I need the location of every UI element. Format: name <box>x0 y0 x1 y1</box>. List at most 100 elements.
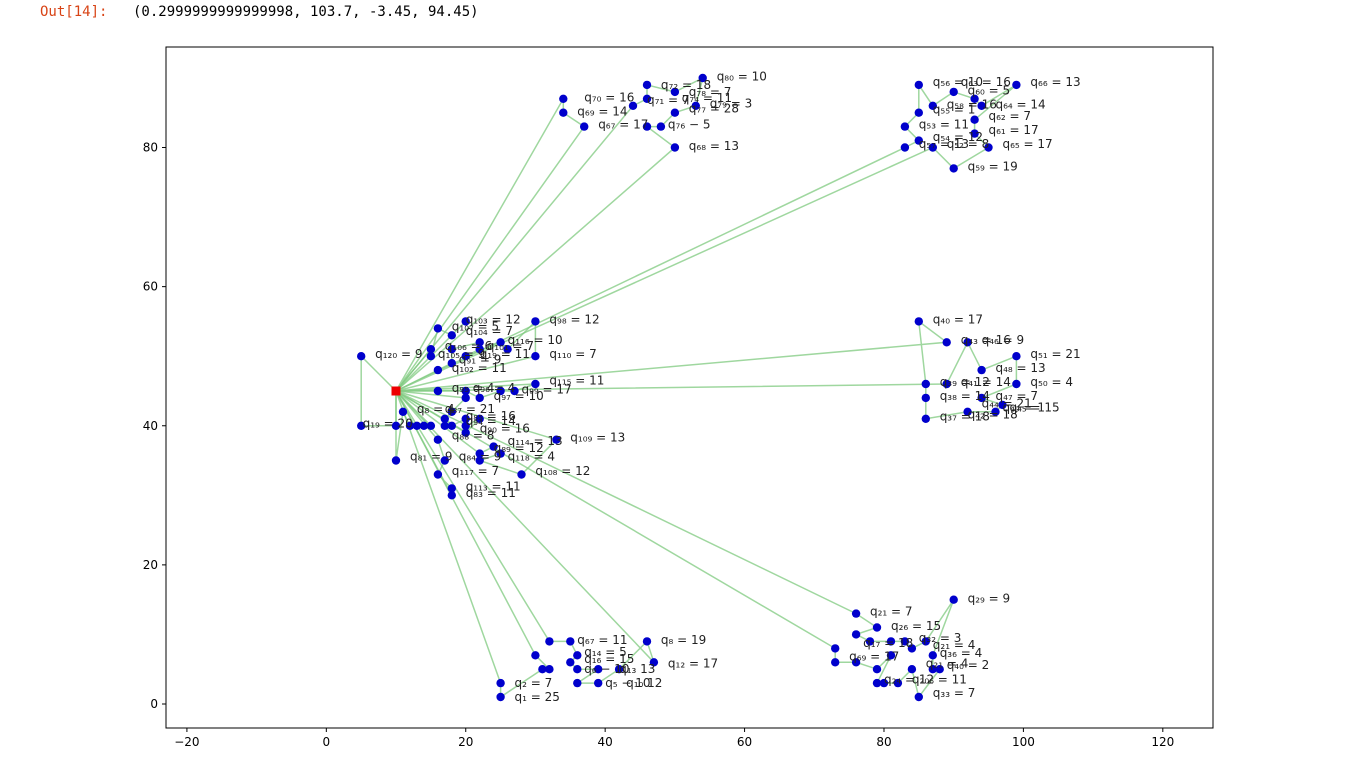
customer-point <box>851 609 861 618</box>
y-tick-label: 0 <box>150 697 158 711</box>
node-label: q₁₀₉ = 13 <box>570 431 625 445</box>
customer-point <box>914 80 923 90</box>
customer-point <box>649 658 659 667</box>
output-cell: Out[14]: (0.2999999999999998, 103.7, -3.… <box>0 0 1371 28</box>
customer-point <box>391 421 401 430</box>
node-label: q₈₄ = 9 <box>459 449 502 463</box>
node-label: q₁ = 25 <box>515 690 560 704</box>
route-line <box>395 319 1018 420</box>
customer-point <box>1012 352 1021 361</box>
node-label: q₉₉ = 17 <box>522 383 572 397</box>
customer-point <box>496 449 505 458</box>
customer-point <box>1012 80 1021 90</box>
depot-layer <box>391 386 401 396</box>
node-label: q₇₄ = 11 <box>682 91 732 105</box>
customer-point <box>865 637 875 646</box>
node-label: q₆₇ = 11 <box>577 633 627 647</box>
customer-point <box>440 456 449 465</box>
node-label: q₆₇ = 17 <box>598 118 648 132</box>
customer-point <box>970 115 979 124</box>
node-label: q₉₆ = 4 <box>473 381 516 395</box>
node-label: q₅₆ = 10 <box>933 75 983 89</box>
customer-point <box>628 101 638 111</box>
node-label: q₃₇ = 18 <box>940 410 990 424</box>
node-label: q₃₂ = 3 <box>919 631 962 645</box>
node-label: q₈₈ = 8 <box>452 429 495 443</box>
node-label: q₅₅ = 1 <box>933 102 976 116</box>
node-label: q₅₀ = 4 <box>1030 375 1073 389</box>
customer-point <box>893 678 903 688</box>
customer-point <box>977 393 986 403</box>
customer-point <box>405 421 415 430</box>
customer-point <box>496 338 505 347</box>
customer-point <box>510 386 519 396</box>
customer-point <box>426 352 436 361</box>
node-label: q₁₀₅ = 9 <box>438 347 485 361</box>
customer-point <box>573 665 582 674</box>
node-label: q₆₄ = 14 <box>996 97 1046 111</box>
node-label: q₄₉ = 1 <box>1003 401 1046 415</box>
node-label: q₃₉ = 12 <box>940 375 990 389</box>
y-tick-label: 20 <box>143 558 158 572</box>
node-label: q₈₇ = 21 <box>445 402 495 416</box>
customer-point <box>433 386 443 396</box>
node-label: q₆₂ = 7 <box>989 109 1032 123</box>
customer-point <box>914 108 923 117</box>
customer-point <box>531 379 540 389</box>
node-label: q₄₆ = 9 <box>982 333 1025 347</box>
node-label: q₉₀ = 16 <box>480 422 530 436</box>
node-label: q₁₀₃ = 12 <box>466 312 521 326</box>
node-label: q₂₁ = 7 <box>870 605 913 619</box>
customer-point <box>642 80 652 90</box>
x-tick-label: 20 <box>458 735 473 749</box>
node-label: q₁₀₈ = 12 <box>535 464 590 478</box>
customer-point <box>698 73 707 83</box>
customer-point <box>900 143 910 152</box>
customer-point <box>963 407 972 416</box>
customer-point <box>503 345 512 354</box>
node-label: q₇₁ = 7 <box>647 93 690 107</box>
customer-point <box>921 379 930 389</box>
customer-point <box>496 692 505 702</box>
customer-point <box>531 651 540 660</box>
x-tick-label: 80 <box>876 735 891 749</box>
customer-point <box>977 101 986 111</box>
customer-point <box>447 359 456 368</box>
customer-point <box>475 414 484 423</box>
node-label: q₇₆ − 5 <box>668 118 711 132</box>
node-label: q₅ − 10 <box>605 676 650 690</box>
node-label: q₅₇ = 13 <box>919 137 969 151</box>
customer-point <box>963 338 972 347</box>
customer-point <box>614 665 624 674</box>
customer-point <box>447 421 456 430</box>
customer-point <box>886 637 896 646</box>
node-label: q₈₀ = 10 <box>717 70 767 84</box>
customer-point <box>977 365 986 375</box>
node-label: q₁₁₈ = 4 <box>508 449 555 463</box>
customer-point <box>642 122 652 131</box>
node-label: q₄₅ = 15 <box>1010 401 1060 415</box>
node-label: q₁₁₀ = 7 <box>549 347 596 361</box>
customer-point <box>642 637 652 646</box>
node-label: q₂₁ = 4 <box>926 657 969 671</box>
node-label: q₁₆ = 15 <box>584 652 634 666</box>
node-label: q₄₂ = 18 <box>968 408 1018 422</box>
node-label: q₁₇ = 18 <box>863 636 913 650</box>
node-label: q₄₃ = 16 <box>961 333 1011 347</box>
customer-point <box>900 637 910 646</box>
y-tick-label: 40 <box>143 419 158 433</box>
customer-point <box>461 414 470 423</box>
node-label: q₈₉ = 12 <box>494 441 544 455</box>
customer-point <box>559 94 568 104</box>
customer-point <box>552 435 561 444</box>
node-label: q₈ = 4 <box>417 402 455 416</box>
node-label: q₅₃ = 11 <box>919 118 969 132</box>
customer-point <box>426 345 436 354</box>
x-tick-label: 40 <box>598 735 613 749</box>
node-label: q₁₁₄ = 13 <box>508 434 563 448</box>
node-label: q₁₀₆ = 6 <box>445 339 492 353</box>
customer-point <box>475 345 484 354</box>
customer-point <box>872 623 882 632</box>
customer-point <box>935 665 944 674</box>
